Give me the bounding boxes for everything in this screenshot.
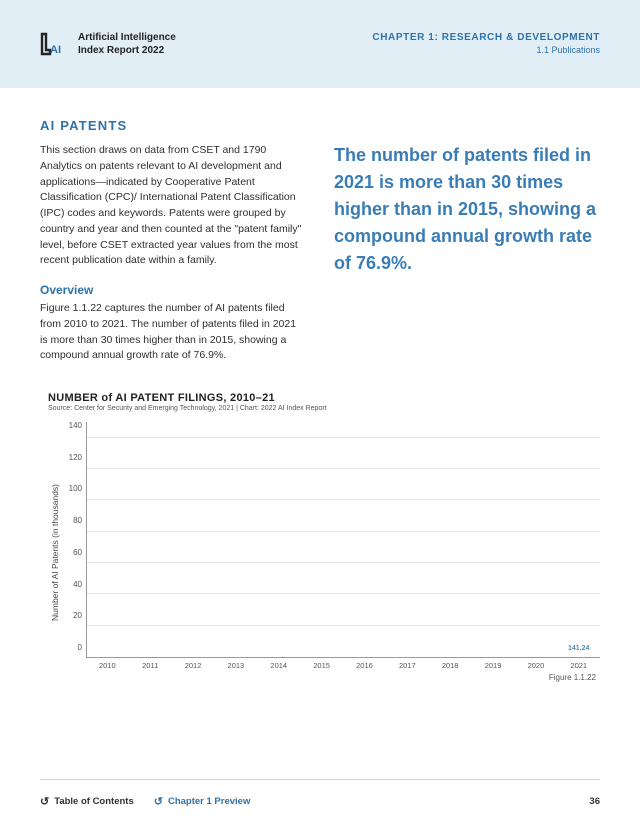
page-number: 36: [589, 796, 600, 807]
toc-link[interactable]: ↺ Table of Contents: [40, 795, 134, 808]
x-tick: 2010: [92, 658, 122, 670]
toc-label: Table of Contents: [54, 796, 134, 807]
section-body: This section draws on data from CSET and…: [40, 143, 306, 269]
return-icon: ↺: [154, 795, 163, 808]
chart-area: Number of AI Patents (in thousands) 1401…: [48, 422, 600, 682]
figure-caption: Figure 1.1.22: [86, 673, 600, 682]
y-tick: 100: [62, 485, 82, 493]
grid-line: [87, 625, 600, 626]
x-tick: 2012: [178, 658, 208, 670]
y-tick: 80: [62, 517, 82, 525]
y-tick: 0: [62, 644, 82, 652]
chart-title: NUMBER of AI PATENT FILINGS, 2010–21: [48, 392, 600, 404]
page-footer: ↺ Table of Contents ↺ Chapter 1 Preview …: [40, 795, 600, 808]
x-tick: 2013: [221, 658, 251, 670]
report-title-line2: Index Report 2022: [78, 45, 176, 58]
right-column: The number of patents filed in 2021 is m…: [334, 118, 600, 364]
x-tick: 2015: [306, 658, 336, 670]
chapter-heading: CHAPTER 1: RESEARCH & DEVELOPMENT 1.1 Pu…: [372, 32, 600, 55]
footer-rule: [40, 779, 600, 780]
report-title-line1: Artificial Intelligence: [78, 32, 176, 45]
left-column: AI PATENTS This section draws on data fr…: [40, 118, 306, 364]
grid-line: [87, 531, 600, 532]
bar-value-label: 141.24: [568, 645, 589, 652]
x-axis-labels: 2010 2011 2012 2013 2014 2015 2016 2017 2018 2019…: [86, 658, 600, 670]
pull-quote: The number of patents filed in 2021 is m…: [334, 142, 600, 277]
overview-title: Overview: [40, 283, 306, 297]
x-tick: 2016: [349, 658, 379, 670]
return-icon: ↺: [40, 795, 49, 808]
page-header: AI Artificial Intelligence Index Report …: [0, 0, 640, 88]
y-tick: 20: [62, 612, 82, 620]
y-tick: 140: [62, 422, 82, 430]
chart-container: NUMBER of AI PATENT FILINGS, 2010–21 Sou…: [40, 392, 600, 682]
logo-block: AI Artificial Intelligence Index Report …: [40, 32, 176, 62]
y-tick: 120: [62, 454, 82, 462]
chapter-title: CHAPTER 1: RESEARCH & DEVELOPMENT: [372, 32, 600, 43]
section-title: AI PATENTS: [40, 118, 306, 133]
x-tick: 2017: [392, 658, 422, 670]
grid-line: [87, 499, 600, 500]
x-tick: 2021: [564, 658, 594, 670]
svg-text:AI: AI: [50, 44, 61, 56]
report-title: Artificial Intelligence Index Report 202…: [78, 32, 176, 57]
y-tick: 60: [62, 549, 82, 557]
overview-body: Figure 1.1.22 captures the number of AI …: [40, 301, 306, 364]
y-axis-ticks: 140 120 100 80 60 40 20 0: [62, 422, 86, 652]
grid-line: [87, 562, 600, 563]
grid-line: [87, 593, 600, 594]
x-tick: 2014: [264, 658, 294, 670]
chapter-subtitle: 1.1 Publications: [372, 45, 600, 55]
chapter-link-label: Chapter 1 Preview: [168, 796, 250, 807]
grid-line: [87, 468, 600, 469]
ai-logo-icon: AI: [40, 32, 70, 62]
x-tick: 2018: [435, 658, 465, 670]
chart-plot: 141.24: [86, 422, 600, 658]
grid-line: [87, 437, 600, 438]
y-tick: 40: [62, 581, 82, 589]
x-tick: 2011: [135, 658, 165, 670]
chart-source: Source: Center for Security and Emerging…: [48, 405, 600, 412]
chapter-preview-link[interactable]: ↺ Chapter 1 Preview: [154, 795, 251, 808]
x-tick: 2020: [521, 658, 551, 670]
x-tick: 2019: [478, 658, 508, 670]
main-content: AI PATENTS This section draws on data fr…: [0, 88, 640, 682]
y-axis-label: Number of AI Patents (in thousands): [48, 422, 62, 682]
